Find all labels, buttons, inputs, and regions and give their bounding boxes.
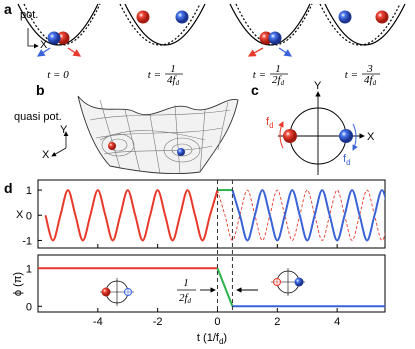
potential [17,3,99,46]
panel-label: a [4,1,12,17]
panel-label: b [36,82,45,98]
time-label: t = [253,69,266,81]
y-tick-label: -1 [22,235,32,247]
annotation: 2fd [179,292,192,305]
axis-arrow [27,28,39,49]
ball-red [375,10,389,24]
time-label: t = 0 [47,69,69,81]
time-label: 4f [167,74,178,86]
time-label: t = [345,69,358,81]
time-label: t = [148,69,161,81]
ball-blue [177,148,185,156]
plot-lines [44,189,385,242]
potential [124,3,206,46]
ball-red [283,129,297,143]
arrow [36,47,51,57]
ball-blue [268,31,282,45]
time-label: d [373,79,377,87]
rotation-arrow [278,121,284,149]
y-tick-label: 1 [26,263,32,275]
plot-lines [38,267,385,308]
time-label: 1 [275,63,281,75]
time-label: 4fd [364,74,377,87]
axis-label: X [42,149,50,161]
rate-label: fd [266,116,274,130]
axis-label: X [40,39,48,51]
ball-blue [175,10,189,24]
axis-arrow [51,147,67,157]
series-line [231,189,385,242]
time-label: 2fd [272,74,285,87]
x-tick-label: -4 [93,316,103,328]
ball-red [108,142,116,150]
potential [324,3,406,46]
inset-right [271,268,305,296]
time-label: d [281,79,285,87]
panel-title: quasi pot. [14,111,62,123]
axis-label: X [16,209,24,221]
panel-c: c Y X fd fd [251,80,375,175]
arrow [278,47,293,57]
potential-shifted [119,3,201,46]
time-label: d [176,79,180,87]
time-label: 4f [364,74,375,86]
ball-blue [47,31,61,45]
rotation-arrow [352,123,358,151]
series-line [216,267,234,307]
plot-frame [37,179,386,249]
y-tick-label: 0 [26,210,32,222]
ball-blue [338,10,352,24]
panel-b: b quasi pot. Y X [14,82,239,175]
axis-label: ϕ (π) [12,272,24,296]
panel-d: d X ϕ (π) t (1/fd) 1 2fd [4,180,305,346]
ball-blue [339,129,353,143]
time-label: 2f [272,74,283,86]
x-tick-label: 0 [214,316,220,328]
potential-shifted [319,3,401,46]
series-line [44,189,219,242]
ball-red [56,31,70,45]
ball-red [136,10,150,24]
y-tick-label: 1 [26,185,32,197]
time-label: 4fd [167,74,180,87]
surface [77,95,239,175]
x-tick-label: -2 [153,316,163,328]
x-tick-label: 2 [274,316,280,328]
axis-label: Y [314,80,322,92]
panel-label: c [251,82,259,98]
rate-label: fd [343,153,351,167]
arrow [67,47,82,57]
ball-red [259,31,273,45]
arrow [247,47,264,57]
inset-left [100,278,134,306]
axis-label: Y [60,124,68,136]
potential [229,3,311,46]
plot-frame [37,254,386,313]
panel-label: d [4,180,13,196]
y-tick-label: 0 [26,301,32,313]
time-label: 3 [366,63,373,75]
axis-label: X [367,131,375,143]
axis-label: t (1/fd) [197,332,227,346]
annotation: 1 [183,277,189,289]
panel-a: a pot. X [4,1,406,57]
time-label: 1 [170,63,176,75]
x-tick-label: 4 [334,316,340,328]
series-line [217,189,385,241]
